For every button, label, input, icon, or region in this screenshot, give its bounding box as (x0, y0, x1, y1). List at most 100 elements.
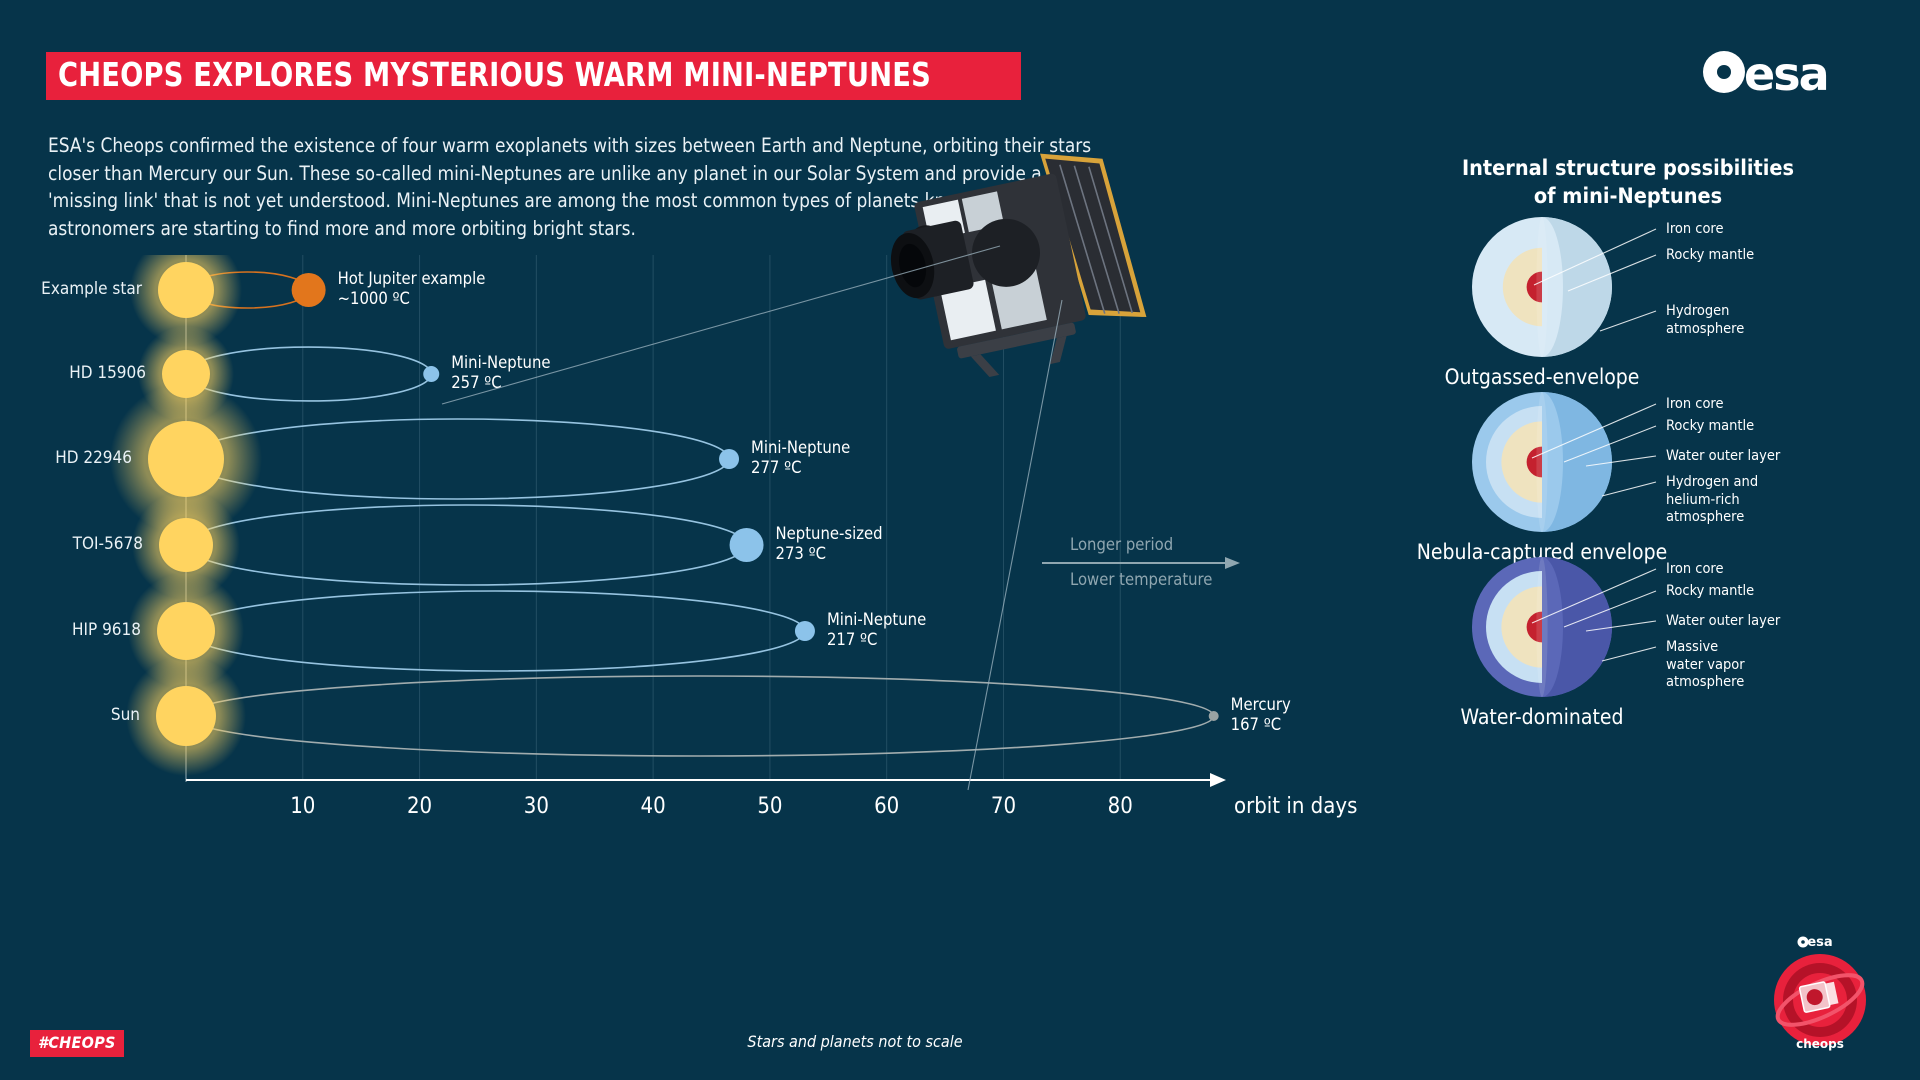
star-name-label: HD 15906 (69, 363, 146, 383)
leader-line (1531, 403, 1657, 459)
structures-panel-title: Internal structure possibilities of mini… (1428, 155, 1828, 211)
star-disc (157, 602, 215, 660)
planet-type: Neptune-sized (775, 524, 883, 543)
planet-disc (729, 528, 764, 562)
planet-type: Hot Jupiter example (337, 269, 486, 288)
structure-name: Water-dominated (1460, 705, 1624, 729)
badge-mission-text: cheops (1796, 1037, 1844, 1051)
chart-caption: Stars and planets not to scale (747, 1032, 963, 1051)
planet-label: Mini-Neptune 257 ºC (451, 353, 550, 393)
rocky-mantle-layer (1501, 586, 1542, 668)
leader-line (1601, 481, 1657, 497)
leader-line (1533, 228, 1657, 286)
structures-panel: Iron core Rocky mantle Hydrogen atmosphere… (1417, 215, 1920, 855)
structure-name: Outgassed-envelope (1444, 365, 1640, 389)
planet-disc (719, 449, 740, 469)
structure-diagram (1460, 390, 1920, 565)
planet-label: Hot Jupiter example ~1000 ºC (338, 269, 486, 309)
cheops-spacecraft-illustration (880, 140, 1180, 390)
planet-disc (423, 366, 440, 382)
leader-line (1585, 620, 1657, 632)
planet-temperature: 277 ºC (751, 458, 802, 477)
page-title-banner: CHEOPS EXPLORES MYSTERIOUS WARM MINI-NEP… (46, 52, 1021, 100)
structure-layer-label: Hydrogen atmosphere (1666, 303, 1745, 337)
leader-line (1531, 568, 1657, 624)
star-disc (148, 421, 224, 497)
x-axis-tick-label: 20 (406, 794, 433, 819)
planet-disc (291, 273, 326, 307)
rocky-mantle-layer (1501, 421, 1542, 503)
star-disc (158, 262, 214, 318)
planet-type: Mini-Neptune (451, 353, 551, 372)
trend-arrow-head (1225, 557, 1240, 569)
planet-type: Mini-Neptune (751, 438, 851, 457)
iron-core-layer (1526, 611, 1542, 643)
x-axis-tick-label: 70 (990, 794, 1017, 819)
structure-diagram (1460, 555, 1920, 730)
trend-longer-period: Longer period (1070, 535, 1174, 554)
x-axis-tick-label: 40 (640, 794, 666, 819)
x-axis-tick-label: 80 (1107, 794, 1133, 819)
planet-label: Mini-Neptune 277 ºC (751, 438, 850, 478)
trend-lower-temperature: Lower temperature (1070, 570, 1213, 589)
planet-type: Mercury (1230, 695, 1291, 714)
structure-layer-label: Water outer layer (1666, 613, 1781, 629)
planet-type: Mini-Neptune (826, 610, 927, 629)
sphere-shading (1542, 557, 1612, 697)
chart-labels-overlay: Example star Hot Jupiter example ~1000 ºC H… (0, 255, 1520, 1015)
structures-panel-title-line2: of mini-Neptunes (1533, 184, 1723, 209)
sphere-shading (1542, 392, 1612, 532)
structure-layer-label: Iron core (1666, 221, 1724, 237)
structure-layer-label: Massive water vapor atmosphere (1666, 639, 1745, 690)
x-axis-tick-label: 30 (523, 794, 549, 819)
structure-layer-label: Iron core (1666, 561, 1724, 577)
planet-label: Mini-Neptune 217 ºC (827, 610, 926, 650)
svg-text:esa: esa (1744, 47, 1828, 100)
structure-layer-label: Iron core (1666, 396, 1724, 412)
cut-plane-highlight (1536, 217, 1548, 357)
structure-diagram (1460, 215, 1920, 390)
planet-label: Mercury 167 ºC (1231, 695, 1291, 735)
cut-plane-highlight (1536, 392, 1548, 532)
structures-panel-title-line1: Internal structure possibilities (1461, 156, 1795, 181)
structure-layer-label: Rocky mantle (1666, 418, 1755, 434)
planet-label: Neptune-sized 273 ºC (776, 524, 883, 564)
cheops-hashtag-badge: #CHEOPS (30, 1030, 124, 1057)
star-name-label: Example star (41, 279, 142, 299)
planet-temperature: 257 ºC (451, 373, 502, 392)
iron-core-layer (1526, 446, 1542, 478)
x-axis-tick-label: 50 (757, 794, 783, 819)
cut-plane-highlight (1536, 557, 1548, 697)
planet-disc (794, 621, 815, 641)
planet-temperature: 217 ºC (826, 630, 878, 649)
x-axis-arrow (1210, 773, 1226, 787)
x-axis-title: orbit in days (1234, 794, 1358, 819)
x-axis-tick-label: 10 (290, 794, 316, 819)
planet-temperature: 273 ºC (775, 544, 826, 563)
star-disc (159, 518, 213, 572)
star-name-label: Sun (110, 705, 140, 725)
iron-core-layer (1526, 271, 1542, 303)
esa-logo: esa (1702, 44, 1872, 101)
leader-line (1567, 254, 1657, 292)
leader-line (1585, 455, 1657, 467)
cheops-mission-badge: esa cheops (1756, 930, 1884, 1058)
structure-layer-label: Rocky mantle (1666, 583, 1755, 599)
leader-line (1599, 310, 1657, 332)
page-title: CHEOPS EXPLORES MYSTERIOUS WARM MINI-NEP… (58, 55, 931, 94)
planet-temperature: 167 ºC (1230, 715, 1282, 734)
star-disc (156, 686, 216, 746)
orbit-chart: Example star Hot Jupiter example ~1000 ºC H… (0, 255, 1520, 975)
structure-layer-label: Hydrogen and helium-rich atmosphere (1666, 474, 1759, 525)
structure-layer-label: Water outer layer (1666, 448, 1781, 464)
leader-line (1563, 425, 1657, 463)
leader-line (1601, 646, 1657, 662)
structure-layer-label: Rocky mantle (1666, 247, 1755, 263)
intro-paragraph: ESA's Cheops confirmed the existence of … (48, 134, 1092, 240)
star-name-label: TOI-5678 (72, 534, 143, 554)
x-axis-tick-label: 60 (874, 794, 900, 819)
star-name-label: HIP 9618 (71, 620, 141, 640)
star-name-label: HD 22946 (55, 448, 132, 468)
cheops-hashtag-label: #CHEOPS (38, 1033, 116, 1052)
